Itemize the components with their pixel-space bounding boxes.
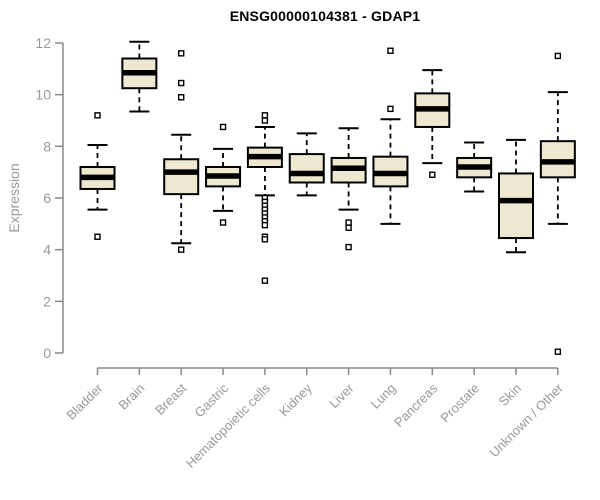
x-tick-label: Skin — [496, 381, 524, 409]
x-tick-label: Lung — [368, 381, 399, 412]
y-tick-label: 8 — [43, 138, 51, 154]
outlier-point — [219, 219, 227, 226]
x-tick-label: Gastric — [191, 380, 231, 420]
y-tick-label: 4 — [43, 242, 51, 258]
x-tick-label: Bladder — [63, 380, 106, 423]
outlier-point — [261, 112, 269, 119]
boxplot-group — [372, 47, 409, 225]
boxplot-group — [288, 132, 325, 197]
box-rect — [288, 153, 325, 184]
x-tick-label: Kidney — [276, 380, 315, 419]
outlier-point — [261, 221, 269, 229]
outlier-point — [345, 224, 352, 231]
boxplot-group — [539, 52, 576, 355]
outlier-point — [345, 243, 352, 251]
x-tick-label: Breast — [152, 380, 189, 417]
outlier-point — [219, 123, 227, 131]
boxplot-group — [205, 123, 242, 226]
outlier-point — [387, 105, 394, 113]
y-tick-label: 12 — [35, 35, 51, 51]
outlier-point — [554, 348, 562, 355]
boxplot-group — [330, 127, 367, 251]
outlier-point — [387, 47, 394, 54]
boxplot-group — [121, 40, 158, 113]
boxplot-group — [456, 141, 493, 193]
box-rect — [498, 172, 534, 240]
y-tick-label: 6 — [43, 190, 51, 206]
x-tick-label: Unknown / Other — [486, 380, 566, 460]
outlier-point — [345, 219, 352, 226]
outlier-point — [429, 171, 436, 178]
x-tick-label: Brain — [115, 381, 147, 413]
x-tick-label: Prostate — [437, 381, 482, 426]
outlier-point — [177, 94, 185, 101]
outlier-point — [177, 246, 185, 253]
x-tick-label: Pancreas — [391, 380, 441, 430]
outlier-point — [554, 52, 562, 60]
x-tick-label: Liver — [326, 380, 357, 411]
boxplot-group — [246, 112, 283, 284]
outlier-point — [261, 236, 269, 243]
y-tick-label: 10 — [35, 87, 51, 103]
outlier-point — [177, 50, 185, 57]
outlier-point — [94, 112, 101, 119]
y-tick-label: 2 — [43, 293, 51, 309]
outlier-point — [94, 233, 101, 240]
outlier-point — [261, 277, 269, 284]
boxplot-group — [414, 69, 451, 178]
boxplot-group — [79, 112, 116, 240]
outlier-point — [261, 117, 269, 124]
boxplot-group — [163, 50, 200, 253]
outlier-point — [177, 79, 185, 87]
box-rect — [163, 158, 200, 196]
boxplot-group — [498, 138, 534, 254]
y-tick-label: 0 — [43, 345, 51, 361]
chart-title: ENSG00000104381 - GDAP1 — [229, 8, 421, 24]
